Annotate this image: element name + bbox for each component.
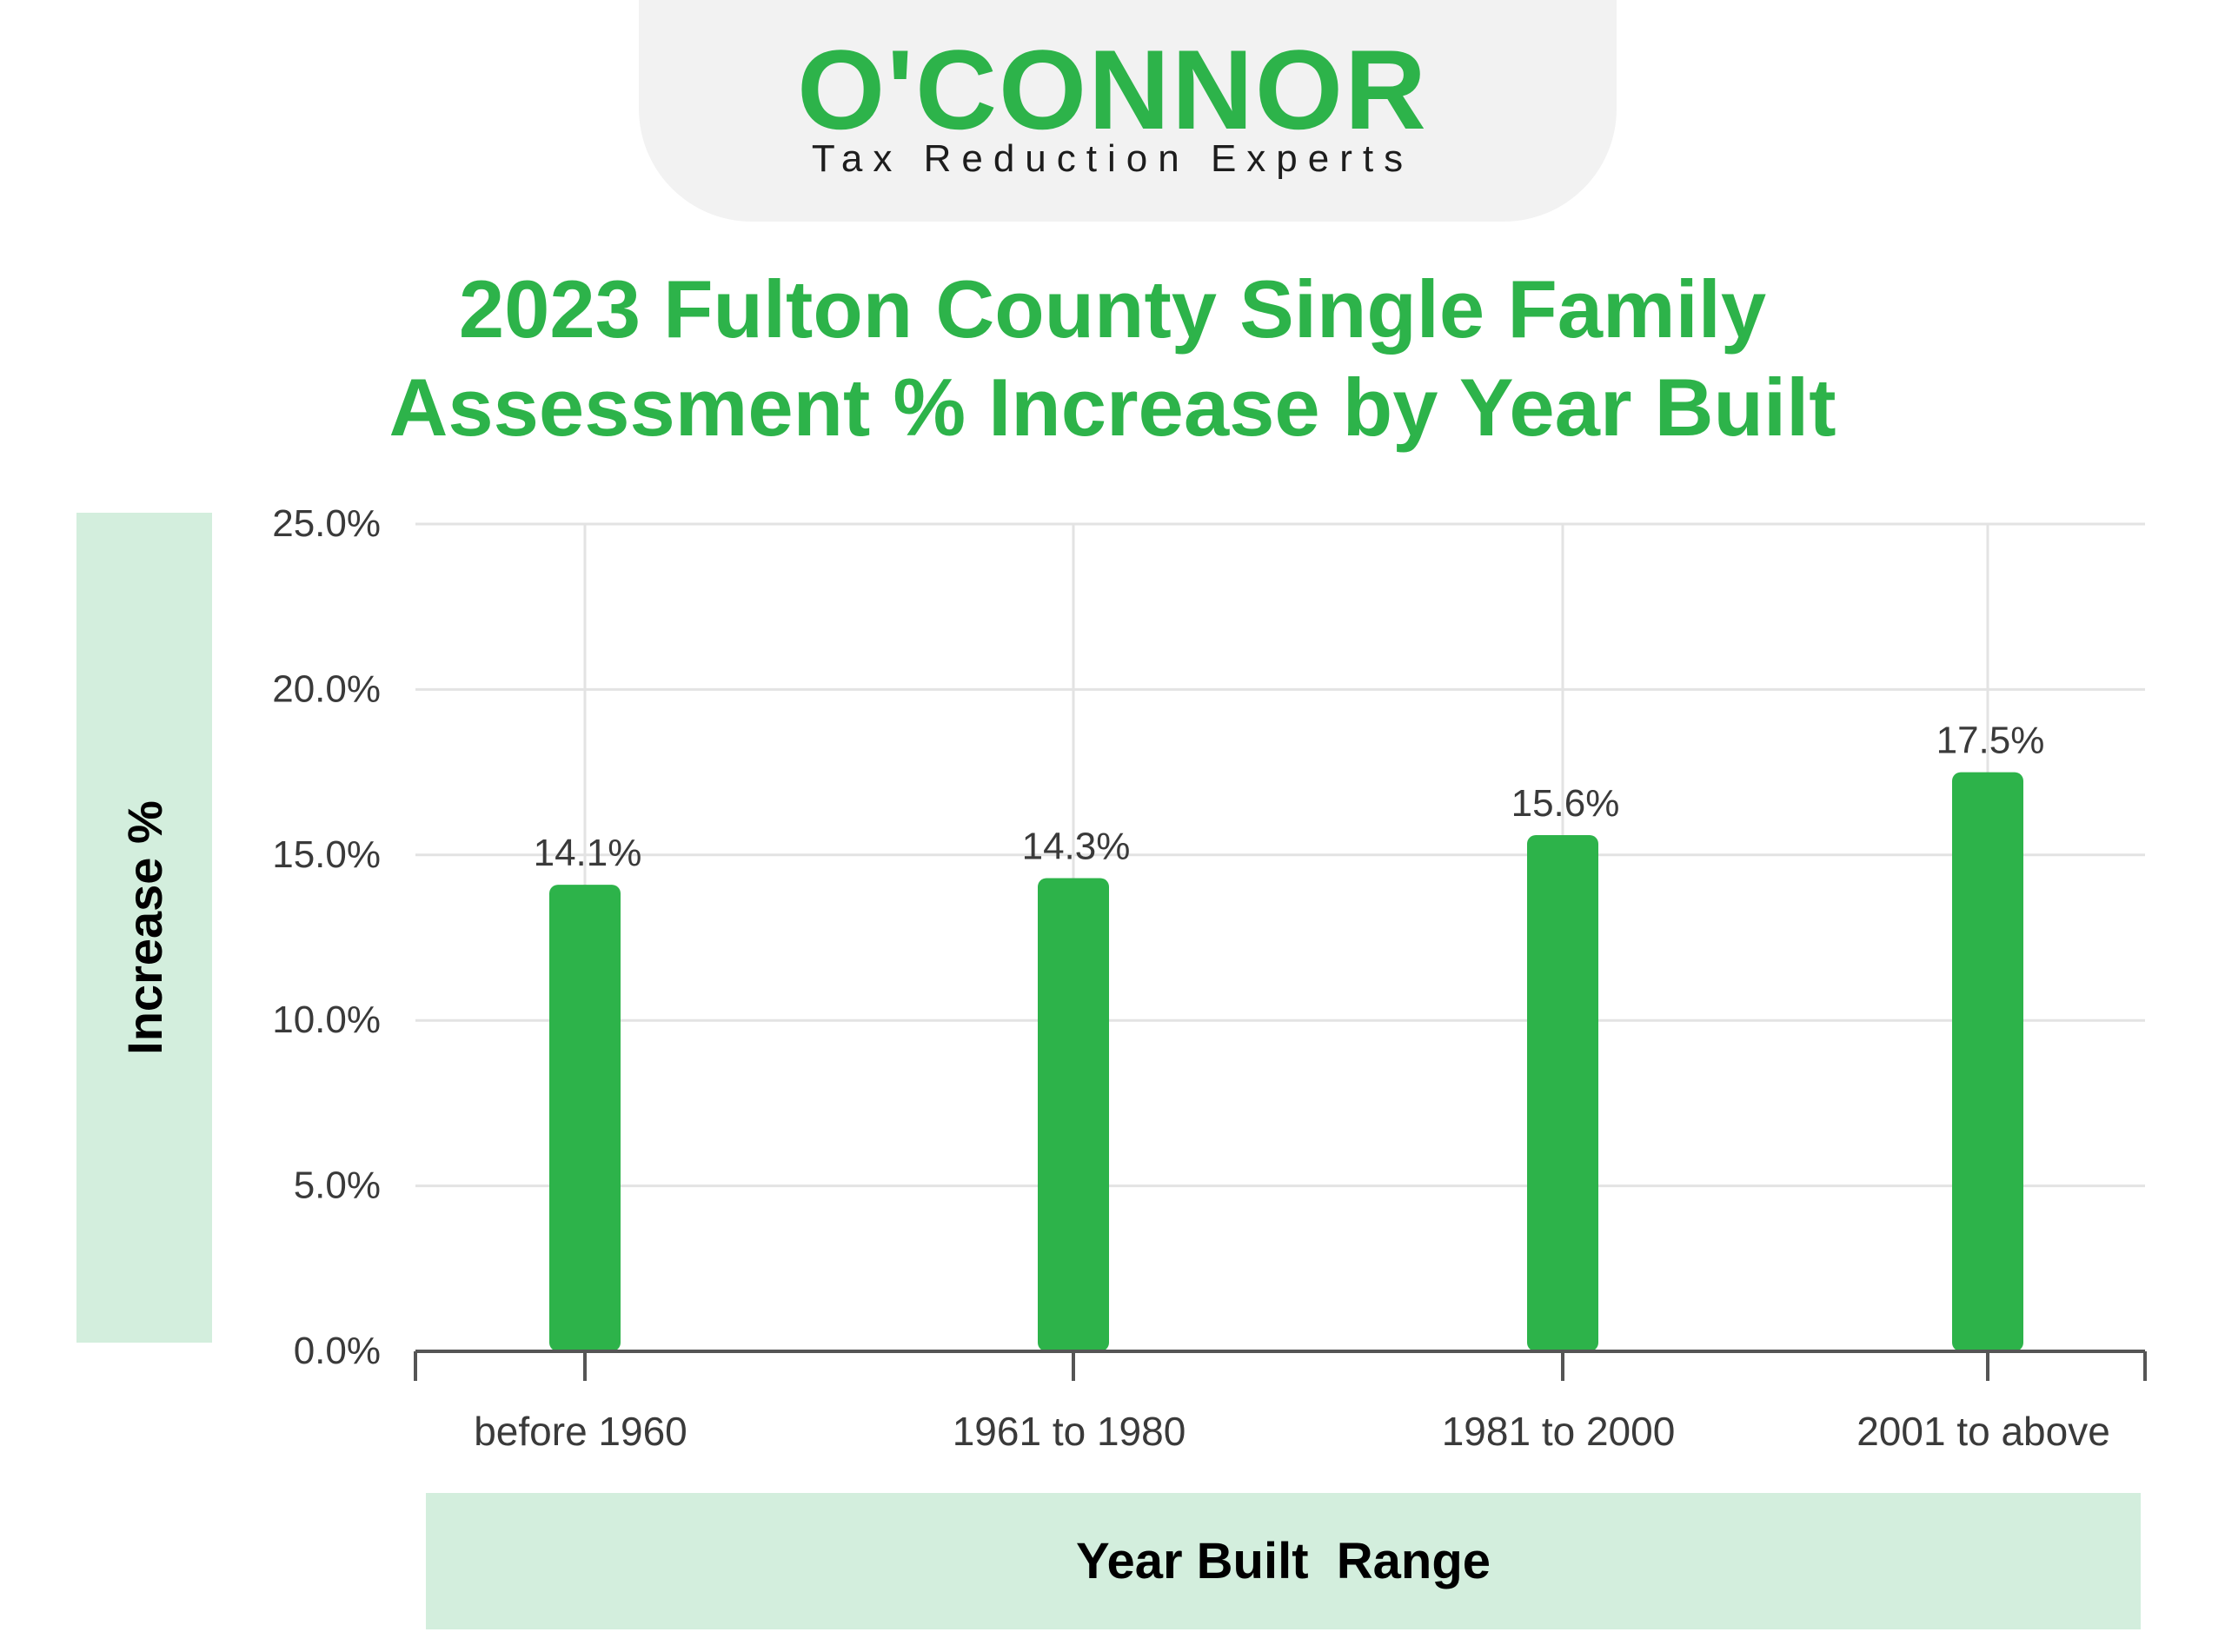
bar xyxy=(549,885,621,1351)
x-tick-label: 2001 to above xyxy=(1856,1409,2110,1454)
y-tick-label: 15.0% xyxy=(272,833,381,876)
y-axis-label-band: Increase % xyxy=(76,513,212,1343)
y-tick-label: 25.0% xyxy=(272,502,381,545)
data-label: 14.1% xyxy=(534,832,642,874)
y-tick-label: 5.0% xyxy=(294,1164,381,1207)
chart-title-line-1: 2023 Fulton County Single Family xyxy=(458,263,1767,355)
x-tick-label: 1961 to 1980 xyxy=(953,1409,1186,1454)
bar xyxy=(1952,772,2023,1351)
logo-banner xyxy=(639,0,1617,222)
chart-title: 2023 Fulton County Single Family Assessm… xyxy=(0,261,2225,457)
x-tick-label: before 1960 xyxy=(474,1409,687,1454)
data-label: 17.5% xyxy=(1936,720,2045,762)
y-tick-label: 0.0% xyxy=(294,1330,381,1372)
y-tick-label: 20.0% xyxy=(272,667,381,710)
bar xyxy=(1038,878,1109,1351)
y-tick-label: 10.0% xyxy=(272,998,381,1041)
x-axis-label: Year Built Range xyxy=(426,1493,2141,1629)
logo-tagline: Tax Reduction Experts xyxy=(811,137,1414,180)
bar xyxy=(1527,834,1598,1351)
data-label: 14.3% xyxy=(1022,825,1131,867)
logo-wordmark: O'CONNOR xyxy=(797,26,1428,153)
x-tick-label: 1981 to 2000 xyxy=(1442,1409,1676,1454)
chart-title-line-2: Assessment % Increase by Year Built xyxy=(389,361,1836,453)
data-label: 15.6% xyxy=(1511,782,1620,825)
